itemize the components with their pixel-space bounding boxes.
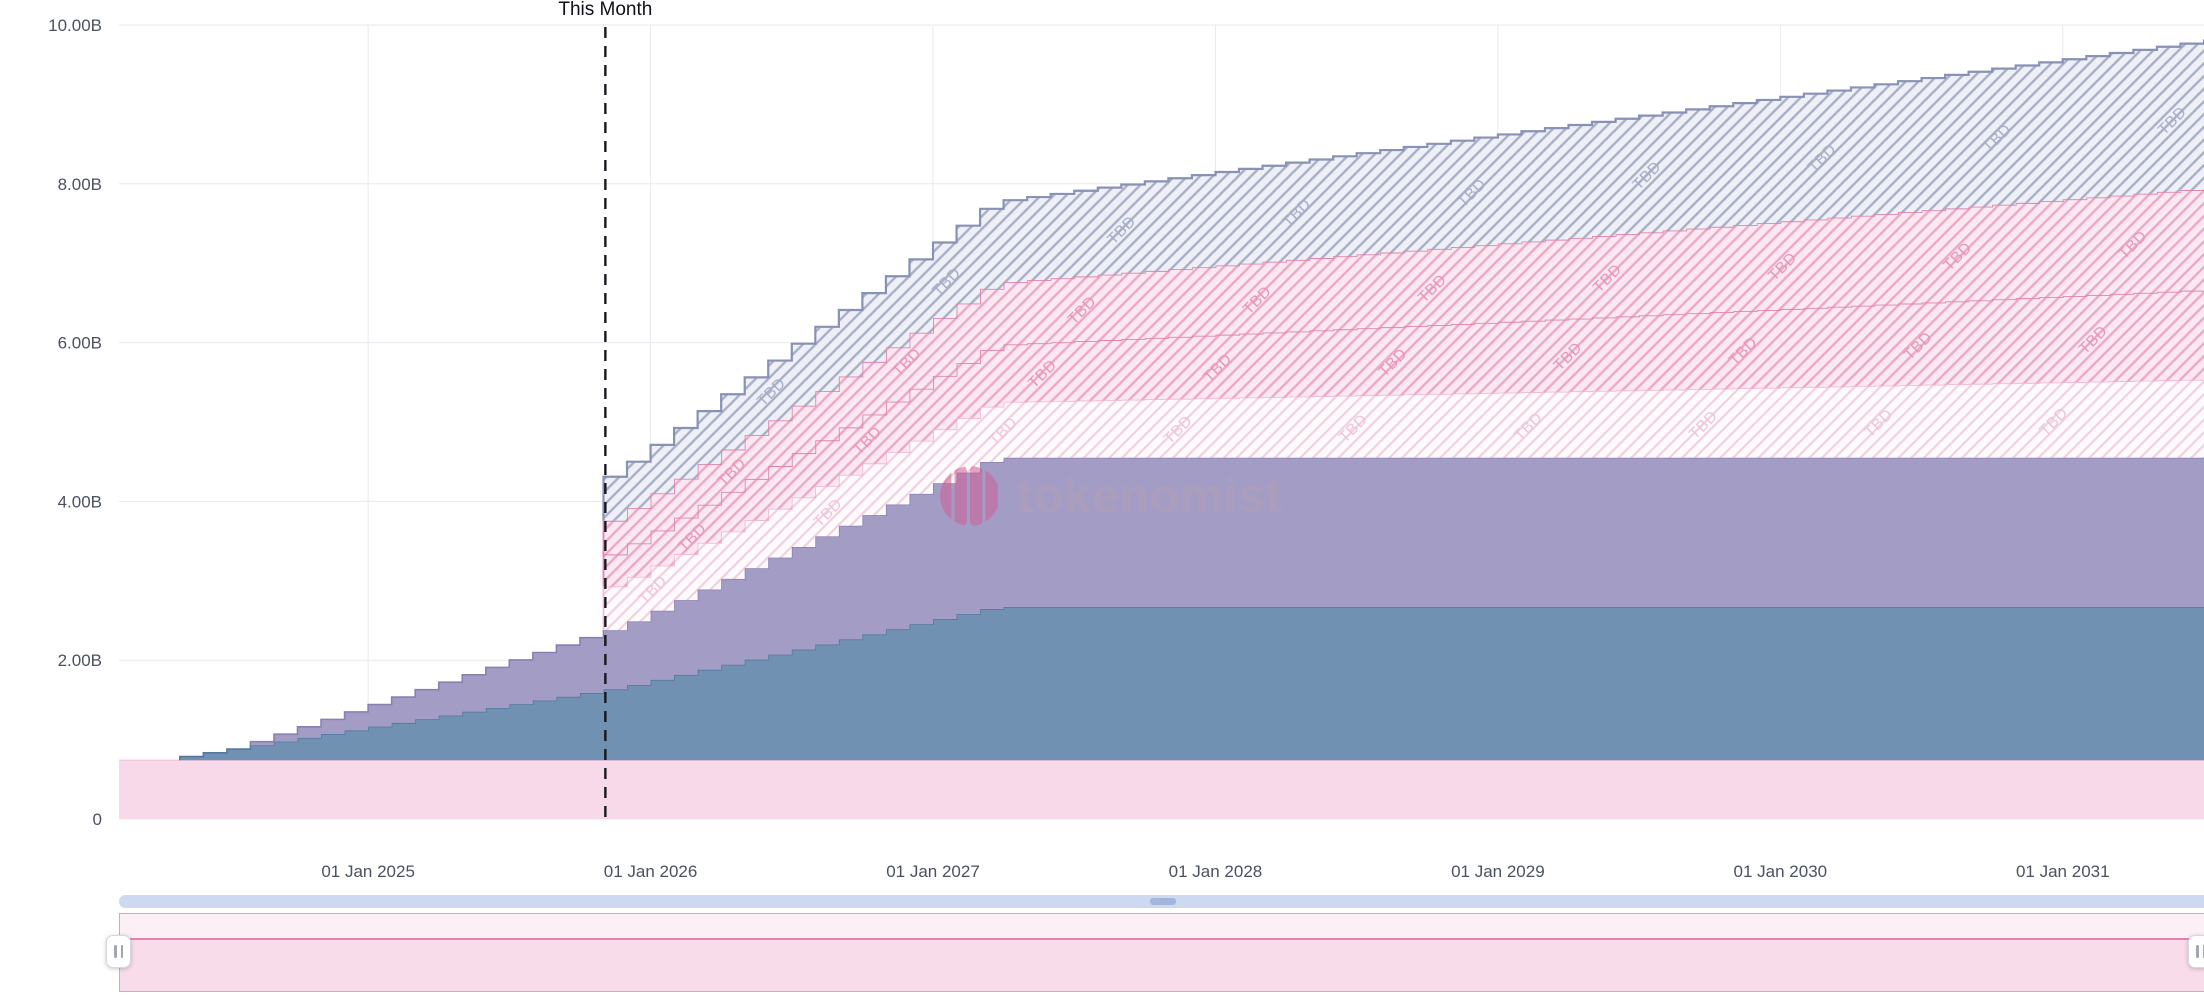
chart-horizontal-scrollbar[interactable] [119, 895, 2204, 908]
series-border-tbd-gray [602, 39, 2204, 521]
y-axis-tick-label: 2.00B [58, 651, 102, 670]
series-area-tbd-pink-2[interactable] [603, 188, 2204, 555]
series-area-tbd-pink-1[interactable] [603, 289, 2204, 587]
y-axis-tick-label: 6.00B [58, 334, 102, 353]
brush-total-line [120, 938, 2204, 940]
drag-handle-bar-icon [2202, 945, 2204, 958]
brush-handle-left[interactable] [106, 935, 131, 968]
x-axis-tick-label: 01 Jan 2028 [1169, 862, 1263, 881]
this-month-label: This Month [558, 0, 653, 20]
x-axis-tick-label: 01 Jan 2025 [321, 862, 415, 881]
y-axis-tick-label: 8.00B [58, 175, 102, 194]
x-axis-tick-label: 01 Jan 2030 [1734, 862, 1828, 881]
timeline-brush[interactable] [119, 913, 2204, 992]
x-axis-tick-label: 01 Jan 2029 [1451, 862, 1545, 881]
unlock-schedule-chart[interactable]: 0 2.00B 4.00B 6.00B 8.00B 10.00B 01 Jan 2025 01… [0, 0, 2204, 890]
y-axis-tick-label: 0 [93, 810, 102, 829]
drag-handle-bar-icon [120, 945, 123, 958]
scrollbar-grip-icon[interactable] [1150, 898, 1176, 905]
x-axis-tick-label: 01 Jan 2026 [604, 862, 698, 881]
brush-area-selected [120, 940, 2204, 991]
brush-area-upper [120, 914, 2204, 938]
y-axis-tick-label: 4.00B [58, 492, 102, 511]
series-area-pink-base[interactable] [109, 760, 2204, 819]
series-area-blue[interactable] [179, 607, 2204, 761]
brush-handle-right[interactable] [2188, 935, 2204, 968]
series-area-tbd-gray[interactable] [603, 40, 2204, 521]
drag-handle-bar-icon [114, 945, 117, 958]
x-axis-tick-label: 01 Jan 2031 [2016, 862, 2110, 881]
series-area-purple[interactable] [250, 457, 2204, 746]
y-axis-tick-label: 10.00B [48, 16, 102, 35]
series-area-tbd-light[interactable] [603, 379, 2204, 631]
drag-handle-bar-icon [2196, 945, 2199, 958]
x-axis-tick-label: 01 Jan 2027 [886, 862, 980, 881]
